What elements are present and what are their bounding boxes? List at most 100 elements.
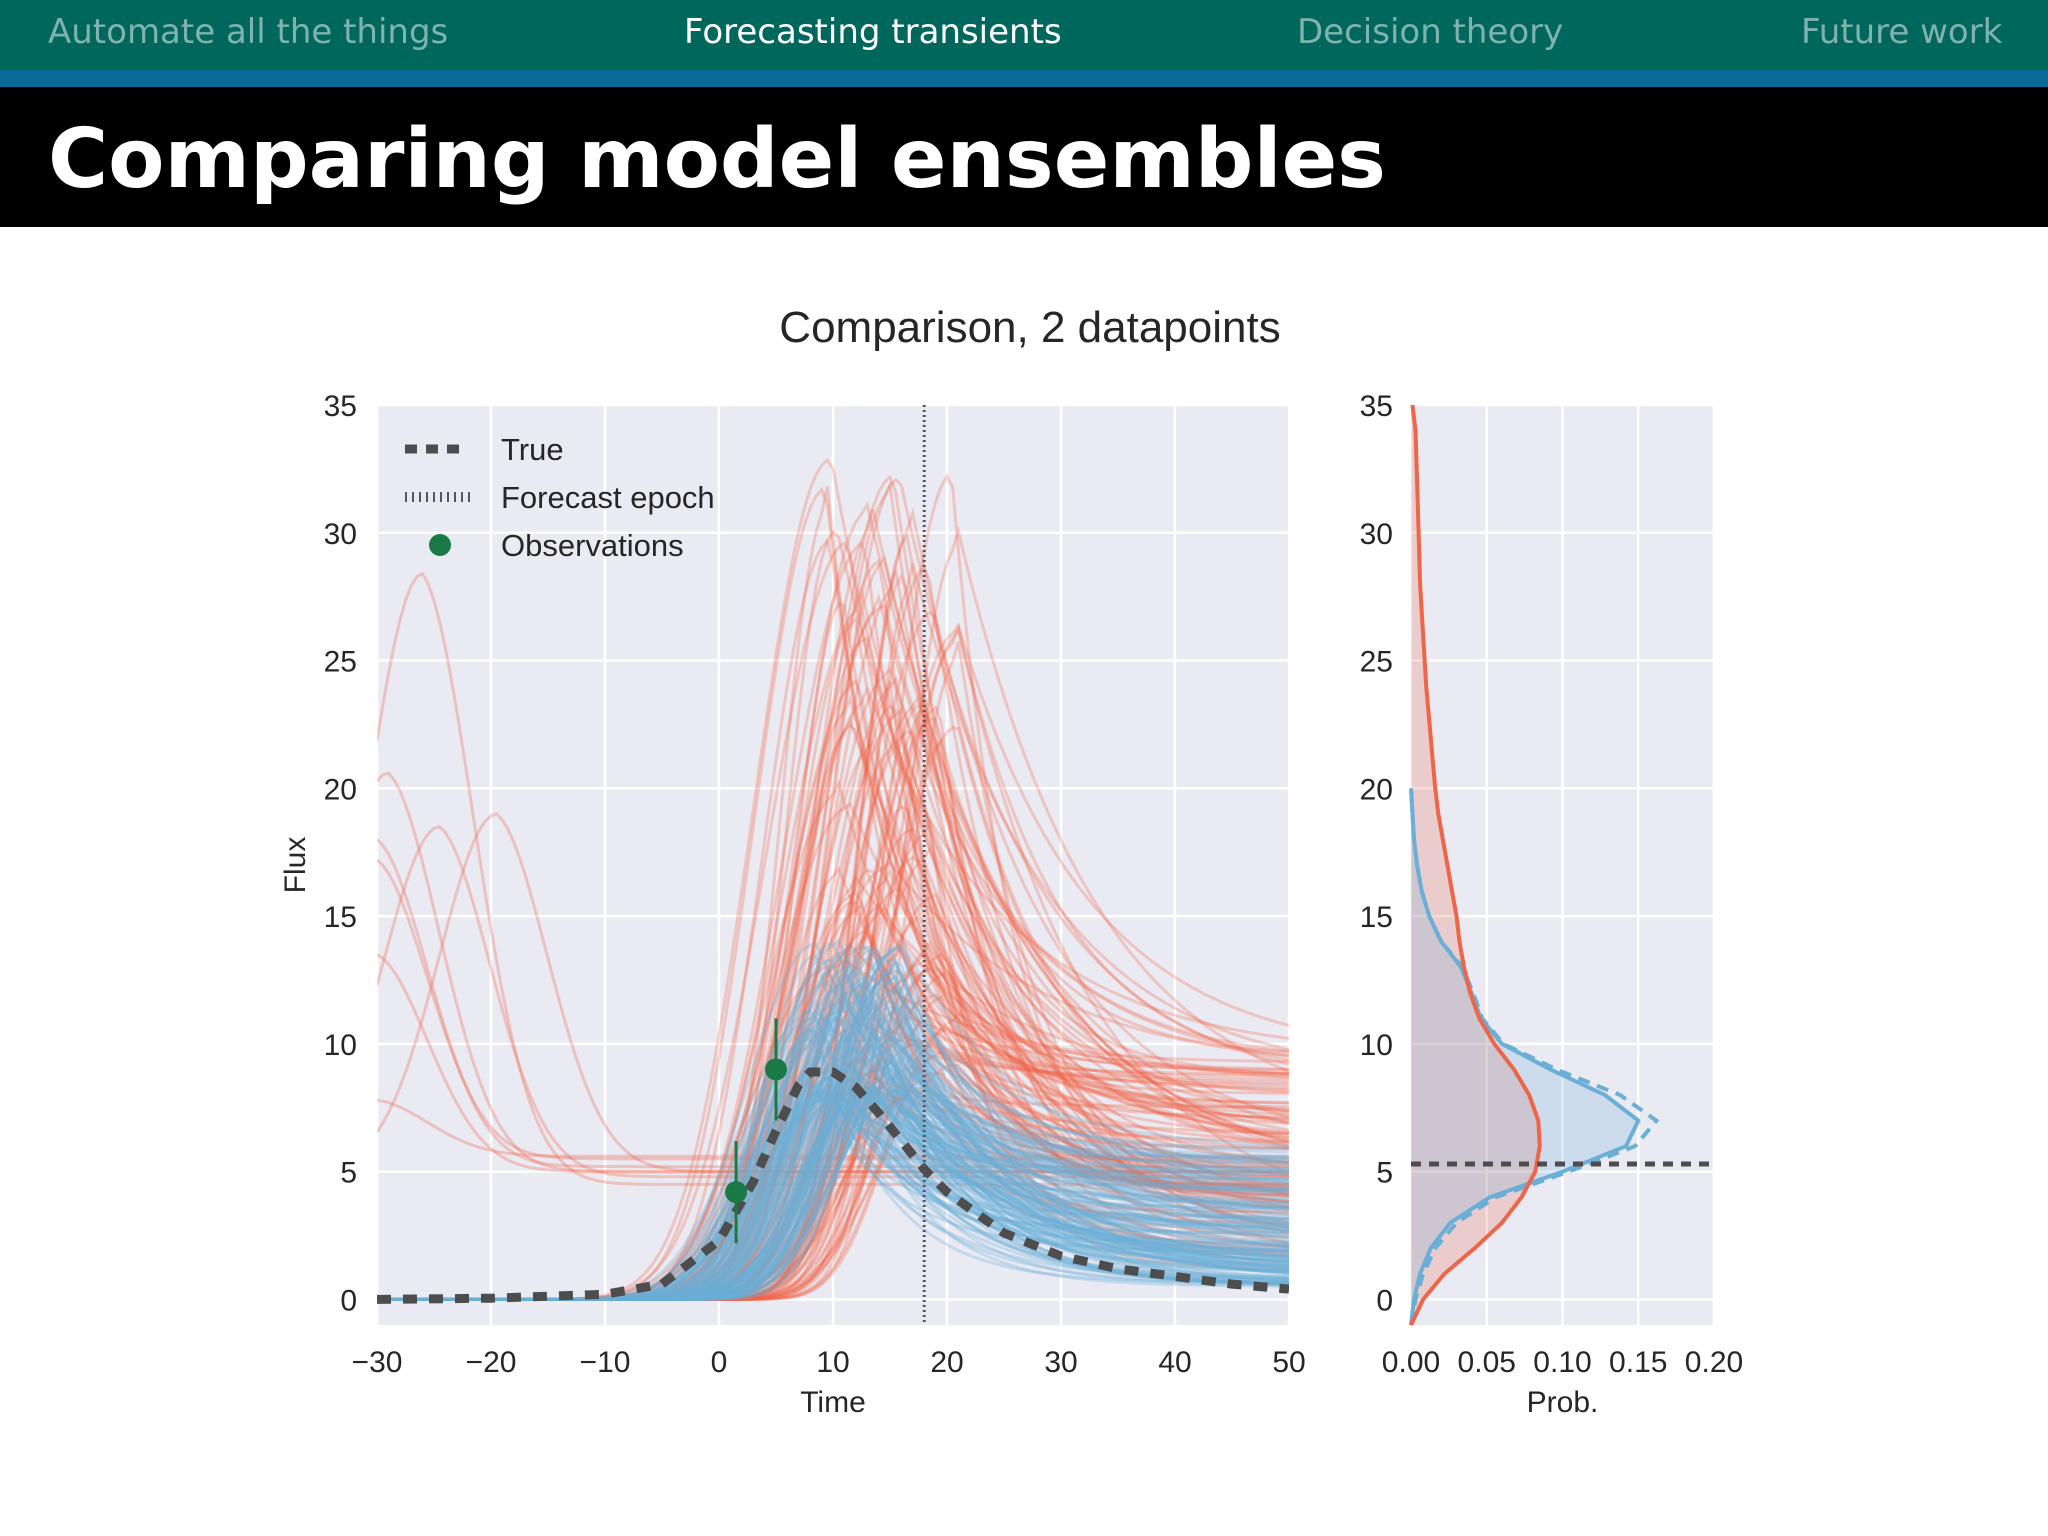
red-ensemble-curve <box>377 1063 1289 1301</box>
blue-ensemble-curve <box>377 1090 1289 1301</box>
blue-ensemble-curve <box>377 1084 1289 1301</box>
red-ensemble-curve <box>377 485 1289 1301</box>
blue-ensemble-curve <box>377 974 1289 1301</box>
red-ensemble-curve <box>377 1082 1289 1301</box>
blue-ensemble-curve <box>377 1032 1289 1301</box>
red-ensemble-curve <box>377 993 1289 1301</box>
y-tick-label: 5 <box>340 1157 357 1190</box>
red-ensemble-curve <box>377 716 1289 1301</box>
blue-ensemble-curve <box>377 1012 1289 1301</box>
prob-y-tick-label: 10 <box>1360 1029 1393 1062</box>
blue-ensemble-curve <box>377 1005 1289 1301</box>
blue-ensemble-curve <box>377 1036 1289 1301</box>
blue-ensemble-curve <box>377 1093 1289 1301</box>
blue-ensemble-curve <box>377 999 1289 1301</box>
red-ensemble-curve <box>377 508 1289 1301</box>
blue-ensemble-curve <box>377 1092 1289 1301</box>
y-tick-label: 25 <box>324 646 357 679</box>
prob-y-tick-label: 15 <box>1360 901 1393 934</box>
observation-point <box>725 1181 748 1204</box>
red-ensemble-curve <box>377 1067 1289 1301</box>
blue-ensemble-curve <box>377 1075 1289 1301</box>
accent-strip <box>0 70 2048 87</box>
blue-ensemble-curve <box>377 1068 1289 1301</box>
nav-item-automate[interactable]: Automate all the things <box>48 12 449 52</box>
blue-ensemble-curve <box>377 1027 1289 1301</box>
blue-ensemble-curve <box>377 1091 1289 1301</box>
probability-chart: 0.00 0.05 0.10 0.15 0.20 0 5 10 15 20 25 30 35 Prob. <box>1360 390 1744 1419</box>
red-ensemble-curve <box>377 1046 1289 1301</box>
red-ensemble-curve <box>377 952 1289 1301</box>
red-ensemble-curve <box>377 874 1289 1301</box>
blue-ensemble-curve <box>377 1087 1289 1301</box>
blue-ensemble-curve <box>377 978 1289 1301</box>
blue-ensemble-curve <box>377 1034 1289 1301</box>
blue-ensemble-curve <box>377 1089 1289 1301</box>
blue-ensemble-curve <box>377 1093 1289 1301</box>
observation-point <box>765 1058 787 1081</box>
red-outlier-curve <box>377 1098 1289 1158</box>
red-ensemble-curve <box>377 968 1289 1301</box>
red-ensemble-curve <box>377 1038 1289 1301</box>
blue-ensemble-curve <box>377 966 1289 1301</box>
red-ensemble-curve <box>377 901 1289 1301</box>
red-ensemble-curve <box>377 554 1289 1301</box>
blue-ensemble-curve <box>377 970 1289 1301</box>
blue-ensemble-curve <box>377 1083 1289 1301</box>
red-ensemble-curve <box>377 626 1289 1301</box>
blue-ensemble-curve <box>377 944 1289 1301</box>
red-ensemble-curve <box>377 1093 1289 1301</box>
blue-ensemble-curve <box>377 938 1289 1301</box>
red-outlier-curve <box>377 824 1289 1179</box>
blue-ensemble-curve <box>377 1088 1289 1301</box>
red-ensemble-curve <box>377 569 1289 1301</box>
blue-ensemble-curve <box>377 1088 1289 1301</box>
blue-ensemble-curve <box>377 969 1289 1301</box>
red-distribution-line <box>1409 404 1542 1326</box>
red-ensemble-curve <box>377 704 1289 1301</box>
x-tick-label: 10 <box>816 1346 849 1379</box>
red-ensemble-curve <box>377 1053 1289 1301</box>
blue-ensemble-curve <box>377 1045 1289 1301</box>
red-ensemble-curve <box>377 942 1289 1301</box>
nav-item-future-work[interactable]: Future work <box>1801 12 2003 52</box>
red-ensemble-curve <box>377 738 1289 1301</box>
blue-ensemble-curve <box>377 1075 1289 1301</box>
y-tick-label: 20 <box>324 773 357 806</box>
red-ensemble-curve <box>377 994 1289 1301</box>
red-ensemble-curve <box>377 477 1289 1301</box>
red-ensemble-curve <box>377 564 1289 1301</box>
blue-ensemble-curve <box>377 1088 1289 1301</box>
blue-ensemble-curve <box>377 1034 1289 1301</box>
red-ensemble-curve <box>377 1031 1289 1301</box>
nav-item-decision-theory[interactable]: Decision theory <box>1297 12 1564 52</box>
red-ensemble-curve <box>377 525 1289 1301</box>
blue-ensemble-curve <box>377 1004 1289 1301</box>
y-axis-label: Flux <box>279 837 312 894</box>
blue-ensemble-curve <box>377 996 1289 1301</box>
y-tick-label: 0 <box>340 1284 357 1317</box>
blue-ensemble-curve <box>377 1097 1289 1301</box>
blue-ensemble-curve <box>377 1008 1289 1301</box>
red-ensemble-curve <box>377 1011 1289 1301</box>
ensemble-curves <box>377 457 1289 1304</box>
red-ensemble-curve <box>377 530 1289 1301</box>
red-ensemble-curve <box>377 615 1289 1301</box>
red-ensemble-curve <box>377 563 1289 1301</box>
blue-ensemble-curve <box>377 946 1289 1301</box>
red-ensemble-curve <box>377 457 1289 1301</box>
prob-axis-ticks: 0.00 0.05 0.10 0.15 0.20 0 5 10 15 20 25 30 35 <box>1360 390 1744 1379</box>
red-ensemble-curve <box>377 1039 1289 1301</box>
page-title: Comparing model ensembles <box>48 112 1386 207</box>
nav-item-forecasting[interactable]: Forecasting transients <box>684 12 1062 52</box>
red-ensemble-curve <box>377 1056 1289 1301</box>
red-ensemble-curve <box>377 558 1289 1301</box>
red-ensemble-curve <box>377 679 1289 1301</box>
blue-ensemble-curve <box>377 1017 1289 1301</box>
blue-ensemble-curve <box>377 942 1289 1301</box>
blue-ensemble-curve <box>377 940 1289 1301</box>
red-ensemble-curve <box>377 710 1289 1301</box>
red-ensemble-curve <box>377 1050 1289 1301</box>
blue-distribution-line <box>1409 788 1641 1326</box>
